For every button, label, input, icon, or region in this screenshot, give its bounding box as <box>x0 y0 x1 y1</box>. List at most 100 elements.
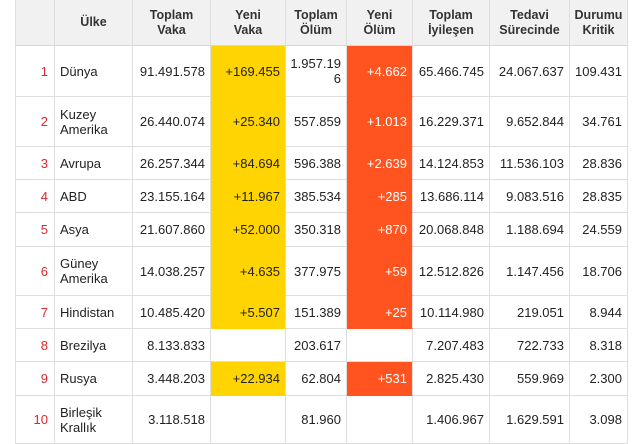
table-header-row: Ülke Toplam Vaka Yeni Vaka Toplam Ölüm Y… <box>15 0 628 46</box>
total-recovered-cell: 13.686.114 <box>413 180 490 213</box>
country-cell: Rusya <box>55 362 133 396</box>
total-recovered-cell: 10.114.980 <box>413 296 490 329</box>
new-cases-cell: +5.507 <box>211 296 286 329</box>
country-cell: Avrupa <box>55 147 133 180</box>
total-cases-cell: 23.155.164 <box>133 180 211 213</box>
total-cases-cell: 26.440.074 <box>133 97 211 147</box>
active-cases-cell: 11.536.103 <box>490 147 570 180</box>
header-new-deaths: Yeni Ölüm <box>347 0 413 46</box>
total-cases-cell: 91.491.578 <box>133 46 211 97</box>
active-cases-cell: 722.733 <box>490 329 570 362</box>
new-cases-cell: +52.000 <box>211 213 286 247</box>
rank-cell: 6 <box>15 247 55 296</box>
rank-cell: 8 <box>15 329 55 362</box>
rank-cell: 9 <box>15 362 55 396</box>
covid-stats-table: Ülke Toplam Vaka Yeni Vaka Toplam Ölüm Y… <box>15 0 628 444</box>
header-critical: Durumu Kritik <box>570 0 628 46</box>
critical-cases-cell: 28.836 <box>570 147 628 180</box>
table-row: 2 Kuzey Amerika 26.440.074 +25.340 557.8… <box>15 97 628 147</box>
new-cases-cell: +4.635 <box>211 247 286 296</box>
new-cases-cell <box>211 329 286 362</box>
new-deaths-cell: +285 <box>347 180 413 213</box>
new-cases-cell: +22.934 <box>211 362 286 396</box>
country-cell: Dünya <box>55 46 133 97</box>
country-cell: Kuzey Amerika <box>55 97 133 147</box>
header-active-cases-label: Tedavi Sürecinde <box>499 7 560 37</box>
table-row: 5 Asya 21.607.860 +52.000 350.318 +870 2… <box>15 213 628 247</box>
critical-cases-cell: 109.431 <box>570 46 628 97</box>
header-rank <box>15 0 55 46</box>
new-deaths-cell: +59 <box>347 247 413 296</box>
header-total-deaths: Toplam Ölüm <box>286 0 347 46</box>
new-cases-cell: +25.340 <box>211 97 286 147</box>
table-row: 3 Avrupa 26.257.344 +84.694 596.388 +2.6… <box>15 147 628 180</box>
rank-cell: 3 <box>15 147 55 180</box>
country-cell: Brezilya <box>55 329 133 362</box>
total-deaths-cell: 81.960 <box>286 396 347 444</box>
country-cell: Asya <box>55 213 133 247</box>
critical-cases-cell: 18.706 <box>570 247 628 296</box>
total-recovered-cell: 2.825.430 <box>413 362 490 396</box>
table-row: 8 Brezilya 8.133.833 203.617 7.207.483 7… <box>15 329 628 362</box>
total-recovered-cell: 7.207.483 <box>413 329 490 362</box>
header-country: Ülke <box>55 0 133 46</box>
new-deaths-cell: +4.662 <box>347 46 413 97</box>
critical-cases-cell: 3.098 <box>570 396 628 444</box>
total-cases-cell: 14.038.257 <box>133 247 211 296</box>
critical-cases-cell: 28.835 <box>570 180 628 213</box>
country-cell: Güney Amerika <box>55 247 133 296</box>
table-row: 6 Güney Amerika 14.038.257 +4.635 377.97… <box>15 247 628 296</box>
new-deaths-cell: +870 <box>347 213 413 247</box>
header-new-cases: Yeni Vaka <box>211 0 286 46</box>
active-cases-cell: 219.051 <box>490 296 570 329</box>
header-total-recovered: Toplam İyileşen <box>413 0 490 46</box>
new-deaths-cell <box>347 396 413 444</box>
header-new-deaths-label: Yeni Ölüm <box>363 7 396 37</box>
total-cases-cell: 3.118.518 <box>133 396 211 444</box>
total-recovered-cell: 20.068.848 <box>413 213 490 247</box>
critical-cases-cell: 34.761 <box>570 97 628 147</box>
country-cell: Hindistan <box>55 296 133 329</box>
new-cases-cell: +84.694 <box>211 147 286 180</box>
header-active-cases: Tedavi Sürecinde <box>490 0 570 46</box>
active-cases-cell: 559.969 <box>490 362 570 396</box>
new-deaths-cell: +531 <box>347 362 413 396</box>
new-cases-cell <box>211 396 286 444</box>
total-deaths-cell: 350.318 <box>286 213 347 247</box>
total-deaths-cell: 151.389 <box>286 296 347 329</box>
header-country-label: Ülke <box>80 15 107 29</box>
total-cases-cell: 10.485.420 <box>133 296 211 329</box>
rank-cell: 2 <box>15 97 55 147</box>
table-row: 7 Hindistan 10.485.420 +5.507 151.389 +2… <box>15 296 628 329</box>
active-cases-cell: 1.188.694 <box>490 213 570 247</box>
total-deaths-cell: 385.534 <box>286 180 347 213</box>
total-cases-cell: 26.257.344 <box>133 147 211 180</box>
total-deaths-cell: 1.957.196 <box>286 46 347 97</box>
critical-cases-cell: 2.300 <box>570 362 628 396</box>
total-cases-cell: 21.607.860 <box>133 213 211 247</box>
total-recovered-cell: 14.124.853 <box>413 147 490 180</box>
active-cases-cell: 1.629.591 <box>490 396 570 444</box>
table-row: 1 Dünya 91.491.578 +169.455 1.957.196 +4… <box>15 46 628 97</box>
rank-cell: 5 <box>15 213 55 247</box>
header-critical-label: Durumu Kritik <box>574 7 623 37</box>
new-deaths-cell <box>347 329 413 362</box>
active-cases-cell: 9.083.516 <box>490 180 570 213</box>
country-cell: ABD <box>55 180 133 213</box>
table-row: 9 Rusya 3.448.203 +22.934 62.804 +531 2.… <box>15 362 628 396</box>
new-deaths-cell: +1.013 <box>347 97 413 147</box>
table-row: 4 ABD 23.155.164 +11.967 385.534 +285 13… <box>15 180 628 213</box>
critical-cases-cell: 8.318 <box>570 329 628 362</box>
total-deaths-cell: 377.975 <box>286 247 347 296</box>
critical-cases-cell: 24.559 <box>570 213 628 247</box>
total-deaths-cell: 557.859 <box>286 97 347 147</box>
total-recovered-cell: 65.466.745 <box>413 46 490 97</box>
header-total-recovered-label: Toplam İyileşen <box>428 7 474 37</box>
new-cases-cell: +11.967 <box>211 180 286 213</box>
header-total-deaths-label: Toplam Ölüm <box>294 7 338 37</box>
header-total-cases-label: Toplam Vaka <box>149 7 194 37</box>
active-cases-cell: 9.652.844 <box>490 97 570 147</box>
rank-cell: 1 <box>15 46 55 97</box>
total-recovered-cell: 1.406.967 <box>413 396 490 444</box>
new-deaths-cell: +2.639 <box>347 147 413 180</box>
